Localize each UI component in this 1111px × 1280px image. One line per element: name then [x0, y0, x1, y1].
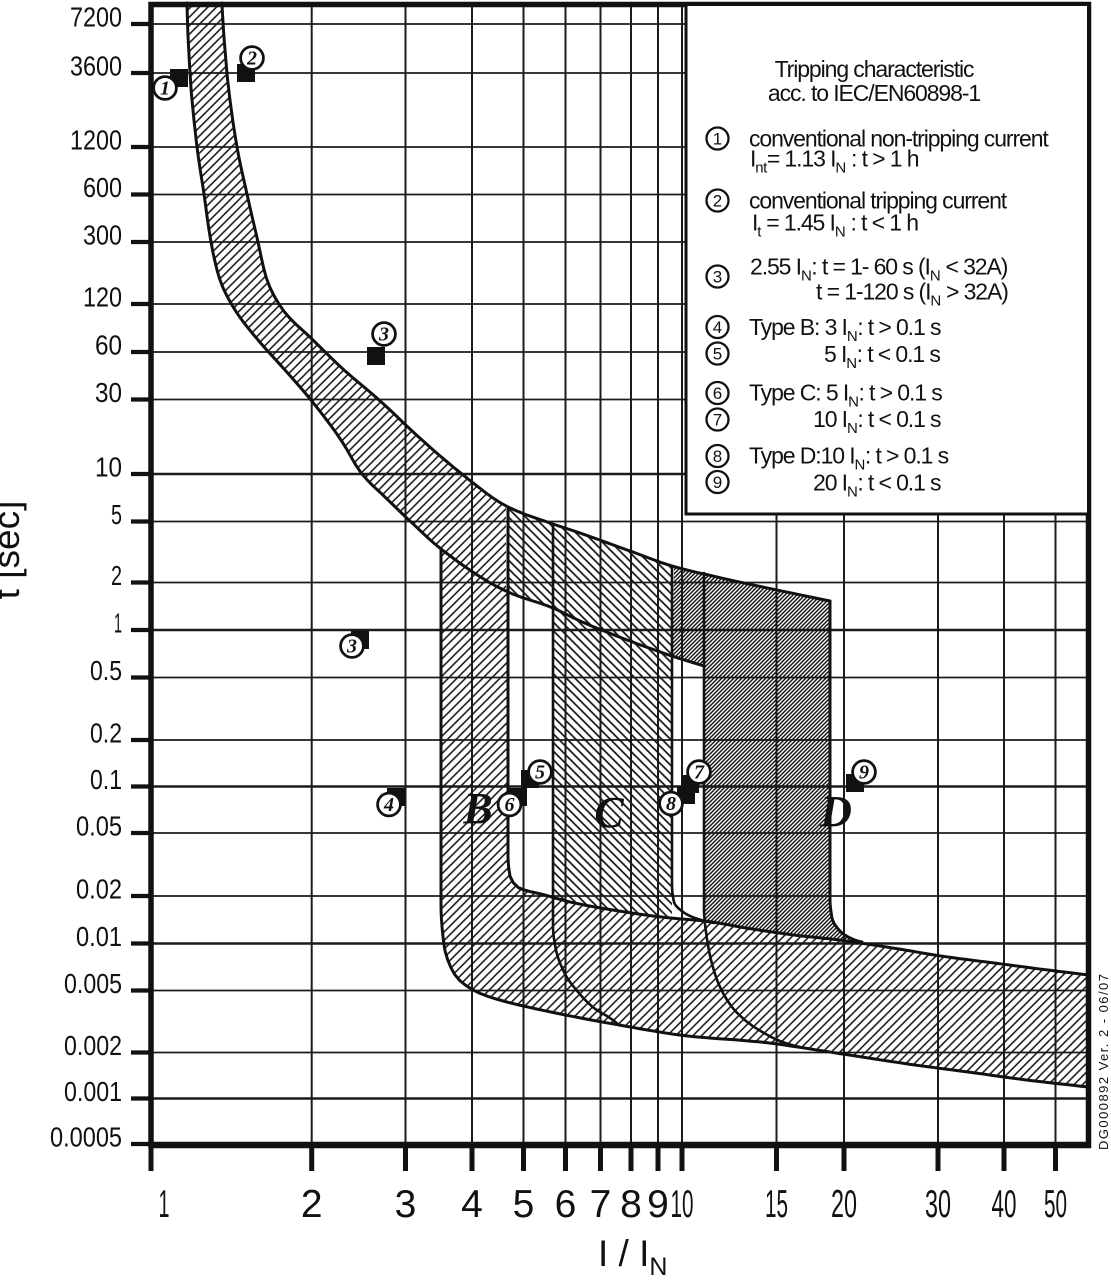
svg-text:0.05: 0.05 [76, 811, 122, 842]
svg-text:1: 1 [160, 78, 170, 100]
svg-text:0.001: 0.001 [64, 1076, 122, 1107]
svg-text:1: 1 [159, 1183, 170, 1226]
svg-text:7: 7 [590, 1183, 612, 1226]
svg-text:0.0005: 0.0005 [50, 1122, 122, 1153]
svg-text:5 IN​: t < 0.1 s: 5 IN​: t < 0.1 s [824, 341, 940, 372]
svg-text:2.55 IN​: t = 1- 60 s (IN​ < 3: 2.55 IN​: t = 1- 60 s (IN​ < 32A) [750, 254, 1008, 285]
svg-text:1: 1 [114, 608, 122, 639]
svg-text:7: 7 [713, 411, 722, 430]
svg-text:4: 4 [461, 1183, 483, 1226]
svg-text:2: 2 [713, 192, 722, 211]
svg-text:10: 10 [671, 1183, 694, 1226]
svg-text:5: 5 [713, 345, 722, 364]
svg-text:Tripping characteristic: Tripping characteristic [775, 56, 974, 82]
svg-text:9: 9 [647, 1183, 669, 1226]
svg-text:600: 600 [83, 172, 122, 203]
svg-text:4: 4 [383, 794, 394, 816]
svg-text:2: 2 [246, 48, 257, 70]
svg-text:0.5: 0.5 [90, 655, 122, 686]
svg-text:0.01: 0.01 [76, 921, 122, 952]
svg-text:0.005: 0.005 [64, 968, 122, 999]
svg-text:5: 5 [111, 499, 122, 530]
svg-text:20: 20 [831, 1183, 857, 1226]
svg-text:50: 50 [1044, 1183, 1067, 1226]
svg-text:1200: 1200 [70, 125, 122, 156]
svg-text:8: 8 [713, 447, 722, 466]
svg-text:120: 120 [83, 282, 122, 313]
svg-text:30: 30 [925, 1183, 951, 1226]
svg-text:7: 7 [694, 762, 705, 784]
svg-text:5: 5 [535, 762, 545, 784]
svg-text:3: 3 [378, 324, 389, 346]
svg-text:300: 300 [83, 220, 122, 251]
svg-text:40: 40 [992, 1183, 1017, 1226]
svg-text:15: 15 [765, 1183, 788, 1226]
svg-text:3: 3 [713, 268, 722, 287]
svg-text:0.002: 0.002 [64, 1030, 122, 1061]
svg-text:D: D [819, 787, 852, 836]
svg-text:5: 5 [513, 1183, 535, 1226]
svg-text:6: 6 [713, 384, 722, 403]
svg-text:10 IN​: t < 0.1 s: 10 IN​: t < 0.1 s [813, 406, 941, 437]
svg-text:7200: 7200 [70, 2, 122, 33]
svg-text:9: 9 [859, 762, 869, 784]
svg-text:1: 1 [713, 130, 722, 149]
svg-text:4: 4 [713, 318, 722, 337]
svg-text:9: 9 [713, 473, 722, 492]
svg-text:C: C [594, 788, 624, 837]
svg-text:t = 1-120 s (IN​ > 32A): t = 1-120 s (IN​ > 32A) [816, 279, 1008, 310]
svg-text:3: 3 [395, 1183, 417, 1226]
svg-text:2: 2 [301, 1183, 323, 1226]
svg-text:0.1: 0.1 [90, 764, 122, 795]
svg-text:3600: 3600 [70, 51, 122, 82]
svg-text:3: 3 [346, 636, 357, 658]
svg-text:30: 30 [95, 377, 122, 408]
svg-text:20 IN​: t < 0.1 s: 20 IN​: t < 0.1 s [813, 470, 941, 501]
svg-text:2: 2 [111, 560, 122, 591]
svg-text:10: 10 [95, 452, 122, 483]
svg-text:conventional non-tripping curr: conventional non-tripping current [749, 126, 1049, 152]
svg-text:t [sec]: t [sec] [0, 501, 27, 600]
svg-text:8: 8 [620, 1183, 642, 1226]
svg-text:60: 60 [95, 330, 122, 361]
svg-text:B: B [462, 784, 492, 833]
svg-text:0.2: 0.2 [90, 718, 122, 749]
svg-text:Type D:10 IN​: t > 0.1 s: Type D:10 IN​: t > 0.1 s [749, 443, 949, 474]
svg-text:Int​= 1.13 IN​ : t > 1 h: Int​= 1.13 IN​ : t > 1 h [750, 146, 919, 177]
svg-text:6: 6 [555, 1183, 577, 1226]
svg-text:8: 8 [666, 793, 676, 815]
svg-text:6: 6 [505, 794, 515, 816]
svg-text:Type C: 5 IN​: t > 0.1 s: Type C: 5 IN​: t > 0.1 s [749, 380, 942, 411]
svg-text:0.02: 0.02 [76, 874, 122, 905]
svg-text:Type B: 3 IN​: t > 0.1 s: Type B: 3 IN​: t > 0.1 s [749, 314, 941, 345]
svg-text:acc. to IEC/EN60898-1: acc. to IEC/EN60898-1 [768, 80, 980, 106]
svg-text:conventional tripping current: conventional tripping current [749, 188, 1008, 214]
